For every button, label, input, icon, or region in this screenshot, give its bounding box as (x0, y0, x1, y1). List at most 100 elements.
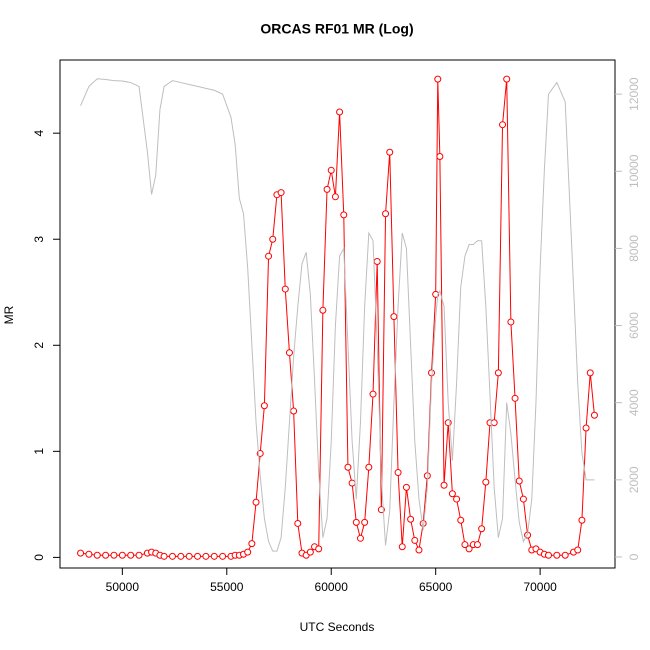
data-point (473, 541, 481, 549)
data-point (434, 75, 442, 83)
data-point (586, 369, 594, 377)
data-point (507, 318, 515, 326)
data-point (457, 516, 465, 524)
y2-tick-label: 12000 (627, 77, 641, 111)
data-point (582, 424, 590, 432)
y-tick-label: 4 (32, 130, 46, 137)
x-tick-label: 50000 (106, 580, 140, 594)
y2-tick-label: 10000 (627, 154, 641, 188)
data-point (448, 490, 456, 498)
data-point (118, 551, 126, 559)
data-point (281, 285, 289, 293)
chart-title: ORCAS RF01 MR (Log) (260, 21, 413, 37)
data-point (390, 313, 398, 321)
data-point (135, 551, 143, 559)
data-point (352, 518, 360, 526)
data-point (319, 306, 327, 314)
y-tick-label: 0 (32, 554, 46, 561)
data-point (340, 211, 348, 219)
data-point (290, 407, 298, 415)
y2-tick-label: 8000 (627, 235, 641, 262)
data-point (265, 252, 273, 260)
data-point (185, 552, 193, 560)
data-point (590, 411, 598, 419)
y2-tick-label: 4000 (627, 389, 641, 416)
data-point (336, 108, 344, 116)
data-point (285, 349, 293, 357)
data-point (407, 515, 415, 523)
y-tick-label: 1 (32, 448, 46, 455)
data-point (515, 477, 523, 485)
x-axis-label: UTC Seconds (300, 620, 375, 634)
data-point (436, 153, 444, 161)
data-point (511, 394, 519, 402)
data-point (365, 463, 373, 471)
data-point (168, 552, 176, 560)
x-tick-label: 60000 (315, 580, 349, 594)
x-tick-label: 70000 (523, 580, 557, 594)
y2-tick-label: 6000 (627, 312, 641, 339)
data-point (561, 551, 569, 559)
data-point (127, 551, 135, 559)
data-point (85, 550, 93, 558)
y-axis-label: MR (2, 305, 16, 324)
data-point (478, 525, 486, 533)
data-point (269, 235, 277, 243)
data-point (93, 551, 101, 559)
data-point (373, 258, 381, 266)
x-tick-label: 65000 (419, 580, 453, 594)
data-point (348, 479, 356, 487)
data-point (248, 540, 256, 548)
data-point (344, 463, 352, 471)
data-point (578, 516, 586, 524)
data-point (411, 536, 419, 544)
data-point (398, 543, 406, 551)
data-point (77, 549, 85, 557)
data-point (277, 189, 285, 197)
data-point (361, 518, 369, 526)
data-point (177, 552, 185, 560)
data-point (194, 552, 202, 560)
y-tick-label: 3 (32, 236, 46, 243)
data-point (102, 551, 110, 559)
data-point (402, 483, 410, 491)
data-point (202, 552, 210, 560)
data-point (499, 121, 507, 129)
data-point (494, 369, 502, 377)
data-point (327, 166, 335, 174)
data-point (465, 545, 473, 553)
data-point (252, 498, 260, 506)
data-point (440, 481, 448, 489)
data-point (260, 402, 268, 410)
data-point (386, 148, 394, 156)
y2-tick-label: 0 (627, 553, 641, 560)
data-point (315, 545, 323, 553)
data-point (244, 548, 252, 556)
data-point (323, 185, 331, 193)
data-point (219, 552, 227, 560)
data-point (394, 469, 402, 477)
data-point (306, 548, 314, 556)
data-point (415, 546, 423, 554)
data-point (519, 495, 527, 503)
data-point (503, 75, 511, 83)
data-point (553, 551, 561, 559)
series-line (80, 79, 595, 557)
data-point (369, 390, 377, 398)
data-point (356, 534, 364, 542)
data-point (331, 193, 339, 201)
y2-tick-label: 2000 (627, 466, 641, 493)
data-point (461, 541, 469, 549)
data-point (160, 552, 168, 560)
x-tick-label: 55000 (210, 580, 244, 594)
data-point (210, 552, 218, 560)
data-point (482, 478, 490, 486)
series-line (80, 78, 595, 552)
data-point (294, 519, 302, 527)
y-tick-label: 2 (32, 342, 46, 349)
data-point (490, 419, 498, 427)
data-point (544, 551, 552, 559)
plot-box (59, 59, 616, 569)
data-point (428, 369, 436, 377)
